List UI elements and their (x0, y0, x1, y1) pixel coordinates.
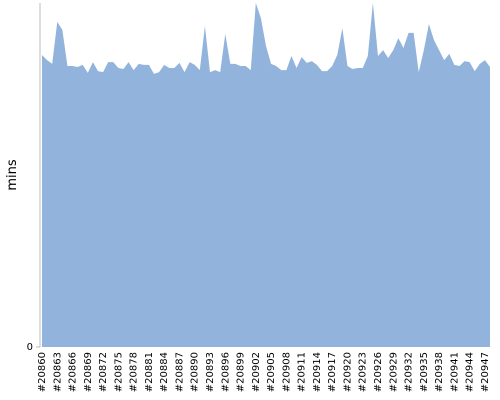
x-tick-label: #20899 (236, 352, 247, 392)
x-tick-label: #20869 (83, 352, 94, 392)
x-tick-label: #20941 (449, 352, 460, 392)
x-tick-label: #20938 (434, 352, 445, 392)
x-tick-label: #20863 (52, 352, 63, 392)
x-tick-label: #20929 (388, 352, 399, 392)
x-tick-label: #20908 (281, 352, 292, 392)
x-tick-label: #20914 (312, 352, 323, 392)
x-tick-label: #20893 (205, 352, 216, 392)
x-tick-label: #20866 (68, 352, 79, 392)
x-tick-label: #20947 (480, 352, 491, 392)
x-tick-label: #20905 (266, 352, 277, 392)
x-tick-label: #20887 (174, 352, 185, 392)
x-tick-label: #20932 (404, 352, 415, 392)
x-tick-label: #20884 (159, 352, 170, 392)
x-tick-label: #20917 (327, 352, 338, 392)
x-tick-label: #20878 (129, 352, 140, 392)
x-tick-label: #20896 (220, 352, 231, 392)
x-tick-label: #20926 (373, 352, 384, 392)
x-tick-label: #20911 (297, 352, 308, 392)
x-tick-label: #20935 (419, 352, 430, 392)
x-tick-label: #20875 (113, 352, 124, 392)
x-tick-label: #20902 (251, 352, 262, 392)
y-tick-label: 0 (27, 342, 33, 353)
area (42, 3, 490, 347)
x-tick-label: #20881 (144, 352, 155, 392)
x-tick-label: #20860 (37, 352, 48, 392)
x-tick-label: #20923 (358, 352, 369, 392)
x-tick-label: #20944 (465, 352, 476, 392)
y-axis-label: mins (5, 159, 20, 191)
x-tick-label: #20872 (98, 352, 109, 392)
x-tick-label: #20920 (342, 352, 353, 392)
x-tick-label: #20890 (190, 352, 201, 392)
